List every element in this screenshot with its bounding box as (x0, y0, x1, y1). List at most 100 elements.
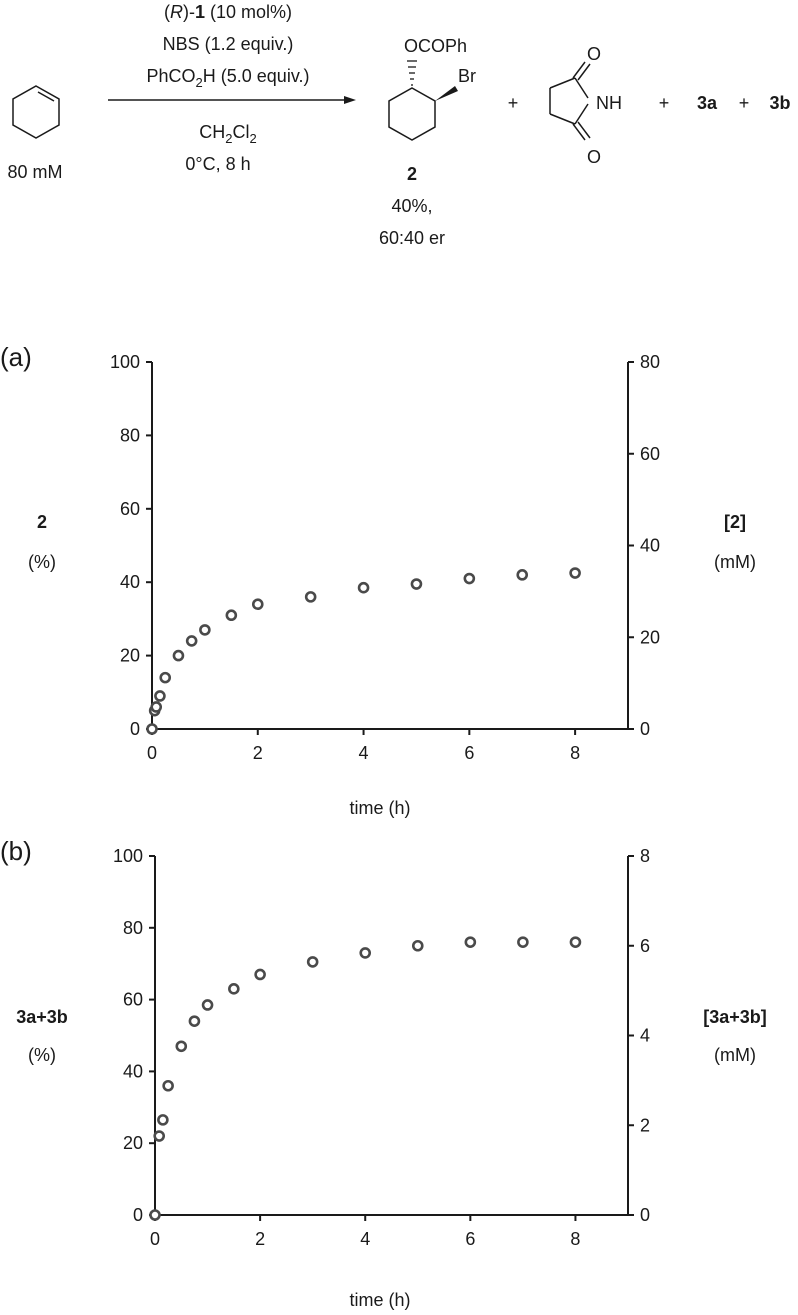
panel-a-data-point (304, 591, 317, 603)
panel-a-data-point (357, 581, 370, 594)
byproduct-3b: 3b (769, 93, 790, 113)
panel-a-data-point (185, 635, 198, 647)
panel-b-left-tick-label: 80 (123, 918, 143, 938)
panel-a-right-tick-label: 0 (640, 719, 650, 739)
panel-b-data-point (201, 999, 214, 1011)
solvent-line: CH2Cl2 (199, 122, 256, 146)
panel-b-data-point (306, 956, 319, 968)
panel-a-x-tick-label: 6 (464, 743, 474, 763)
panel-b-x-tick-label: 8 (570, 1229, 580, 1249)
panel-b-data-point (188, 1015, 201, 1027)
panel-a-chart: (a) 2 (%) [2] (mM) time (h) 020406080100… (0, 342, 756, 818)
panel-b-left-tick-label: 0 (133, 1205, 143, 1225)
catalyst-line: (R)-1 (10 mol%) (164, 2, 292, 22)
panel-b-label: (b) (0, 836, 32, 866)
panel-a-left-ylabel-compound: 2 (37, 512, 47, 532)
panel-a-x-tick-label: 4 (359, 743, 369, 763)
plus-sign-1: + (508, 93, 519, 113)
panel-b-right-tick-label: 0 (640, 1205, 650, 1225)
panel-a-data-point (146, 723, 158, 735)
panel-b-left-ylabel-compound: 3a+3b (16, 1007, 68, 1027)
panel-a-data-point (569, 567, 581, 579)
panel-a-data-point (463, 572, 476, 585)
panel-b-data-point (359, 947, 372, 959)
panel-a-left-tick-label: 100 (110, 352, 140, 372)
product-yield: 40%, (391, 196, 432, 216)
panel-a-right-ylabel: [2] (724, 512, 746, 532)
panel-a-data-point (150, 701, 163, 713)
panel-a-left-ylabel-unit: (%) (28, 552, 56, 572)
panel-a-data-point (516, 569, 529, 581)
panel-a-data-point (172, 649, 185, 662)
panel-a-right-tick-label: 80 (640, 352, 660, 372)
product-er: 60:40 er (379, 228, 445, 248)
panel-b-right-tick-label: 2 (640, 1115, 650, 1135)
product-number: 2 (407, 164, 417, 184)
succinimide-nh: NH (596, 93, 622, 113)
reaction-arrow (108, 96, 356, 104)
panel-a-label: (a) (0, 342, 32, 372)
panel-b-x-tick-label: 0 (150, 1229, 160, 1249)
reaction-scheme: 80 mM (R)-1 (10 mol%) NBS (1.2 equiv.) P… (7, 2, 790, 248)
panel-b-data-point (569, 936, 582, 948)
panel-a-x-tick-label: 8 (570, 743, 580, 763)
byproduct-3a: 3a (697, 93, 718, 113)
panel-a-data-point (251, 598, 264, 611)
panel-b-left-tick-label: 60 (123, 990, 143, 1010)
panel-a-right-tick-label: 60 (640, 444, 660, 464)
panel-b-data-point (254, 968, 266, 981)
panel-b-left-ylabel-unit: (%) (28, 1045, 56, 1065)
panel-a-left-tick-label: 0 (130, 719, 140, 739)
substrate-concentration: 80 mM (7, 162, 62, 182)
panel-b-chart: (b) 3a+3b (%) [3a+3b] (mM) time (h) 0204… (0, 836, 767, 1310)
panel-b-right-tick-label: 4 (640, 1026, 650, 1046)
panel-b-right-tick-label: 8 (640, 846, 650, 866)
benzoate-label: OCOPh (404, 36, 467, 56)
panel-b-data-point (153, 1130, 166, 1142)
cyclohexene-structure (12, 85, 60, 139)
panel-b-data-point (228, 983, 240, 995)
panel-a-xlabel: time (h) (349, 798, 410, 818)
panel-b-right-ylabel: [3a+3b] (703, 1007, 767, 1027)
nbs-line: NBS (1.2 equiv.) (163, 34, 294, 54)
panel-b-left-tick-label: 20 (123, 1133, 143, 1153)
panel-b-xlabel: time (h) (349, 1290, 410, 1310)
wedge-bond (435, 86, 458, 101)
panel-a-data-point (199, 624, 211, 636)
panel-b-right-tick-label: 6 (640, 936, 650, 956)
benzoic-acid-line: PhCO2H (5.0 equiv.) (147, 66, 310, 90)
panel-a-left-tick-label: 60 (120, 499, 140, 519)
panel-a-x-tick-label: 0 (147, 743, 157, 763)
panel-b-right-ylabel-unit: (mM) (714, 1045, 756, 1065)
panel-b-x-tick-label: 2 (255, 1229, 265, 1249)
panel-a-right-tick-label: 40 (640, 536, 660, 556)
temperature-time-line: 0°C, 8 h (185, 154, 250, 174)
panel-b-data-point (411, 939, 424, 952)
panel-a-data-point (154, 690, 166, 702)
panel-a-right-tick-label: 20 (640, 627, 660, 647)
panel-b-data-point (157, 1114, 169, 1126)
succinimide-oxygen-bottom: O (587, 147, 601, 167)
plus-sign-3: + (739, 93, 750, 113)
panel-b-x-tick-label: 4 (360, 1229, 370, 1249)
panel-a-data-point (410, 578, 423, 590)
panel-b-data-point (149, 1209, 161, 1221)
panel-a-right-ylabel-unit: (mM) (714, 552, 756, 572)
panel-b-x-tick-label: 6 (465, 1229, 475, 1249)
panel-b-data-point (464, 936, 477, 948)
panel-a-left-tick-label: 20 (120, 646, 140, 666)
panel-b-left-tick-label: 100 (113, 846, 143, 866)
succinimide-structure (549, 61, 591, 141)
panel-a-x-tick-label: 2 (253, 743, 263, 763)
panel-b-data-point (162, 1079, 174, 1092)
panel-a-left-tick-label: 40 (120, 572, 140, 592)
bromo-label: Br (458, 66, 476, 86)
succinimide-oxygen-top: O (587, 44, 601, 64)
panel-a-data-point (159, 671, 172, 684)
panel-b-data-point (517, 936, 529, 948)
panel-b-left-tick-label: 40 (123, 1061, 143, 1081)
plus-sign-2: + (659, 93, 670, 113)
panel-b-data-point (175, 1040, 188, 1053)
panel-a-data-point (225, 609, 238, 622)
